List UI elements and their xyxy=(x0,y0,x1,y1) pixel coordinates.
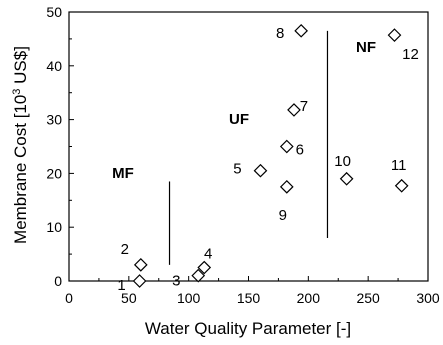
point-label-9: 9 xyxy=(279,207,287,224)
data-point-2 xyxy=(133,258,148,272)
point-label-6: 6 xyxy=(296,142,304,159)
y-axis-title: Membrane Cost [103 US$] xyxy=(11,46,30,244)
data-point-4 xyxy=(197,260,212,275)
point-label-3: 3 xyxy=(172,273,180,290)
x-tick-label: 50 xyxy=(121,290,137,306)
point-label-12: 12 xyxy=(402,46,419,63)
data-point-3 xyxy=(191,268,206,283)
data-point-7 xyxy=(287,103,301,117)
point-label-7: 7 xyxy=(300,98,308,115)
point-label-1: 1 xyxy=(117,277,125,294)
x-tick-label: 300 xyxy=(416,290,440,306)
x-tick-label: 0 xyxy=(65,290,73,306)
dividers xyxy=(168,30,329,265)
region-labels: MF UF NF xyxy=(112,39,376,182)
data-point-10 xyxy=(339,171,354,186)
data-point-9 xyxy=(279,180,294,194)
data-point-6 xyxy=(279,139,294,154)
point-label-2: 2 xyxy=(121,241,129,258)
y-tick-label: 40 xyxy=(46,58,62,74)
data-point-8 xyxy=(294,23,309,38)
data-point-12 xyxy=(387,28,402,42)
y-tick-label: 30 xyxy=(46,112,62,128)
x-tick-label: 100 xyxy=(177,290,201,306)
y-tick-label: 50 xyxy=(46,4,62,20)
region-label-uf: UF xyxy=(229,111,249,128)
x-tick-label: 200 xyxy=(297,290,321,306)
y-axis-title-main: Membrane Cost [10 xyxy=(11,95,30,244)
region-label-mf: MF xyxy=(112,165,134,182)
x-tick-label: 250 xyxy=(356,290,380,306)
region-label-nf: NF xyxy=(356,39,376,56)
point-label-8: 8 xyxy=(276,25,284,42)
point-label-5: 5 xyxy=(233,161,241,178)
y-axis: 0 10 20 30 40 50 xyxy=(46,4,74,289)
y-axis-title-end: US$] xyxy=(11,46,30,89)
y-tick-label: 0 xyxy=(54,273,62,289)
data-point-1 xyxy=(132,274,147,288)
point-label-10: 10 xyxy=(334,153,351,170)
data-point-11 xyxy=(394,178,409,193)
y-axis-title-superscript: 3 xyxy=(11,89,23,95)
y-tick-label: 10 xyxy=(46,219,62,235)
data-point-5 xyxy=(253,163,268,178)
y-tick-label: 20 xyxy=(46,165,62,181)
point-label-11: 11 xyxy=(391,157,407,174)
point-label-4: 4 xyxy=(204,246,212,263)
x-axis-title: Water Quality Parameter [-] xyxy=(145,319,351,338)
x-tick-label: 150 xyxy=(237,290,261,306)
x-axis: 0 50 100 150 200 250 300 xyxy=(65,276,440,306)
